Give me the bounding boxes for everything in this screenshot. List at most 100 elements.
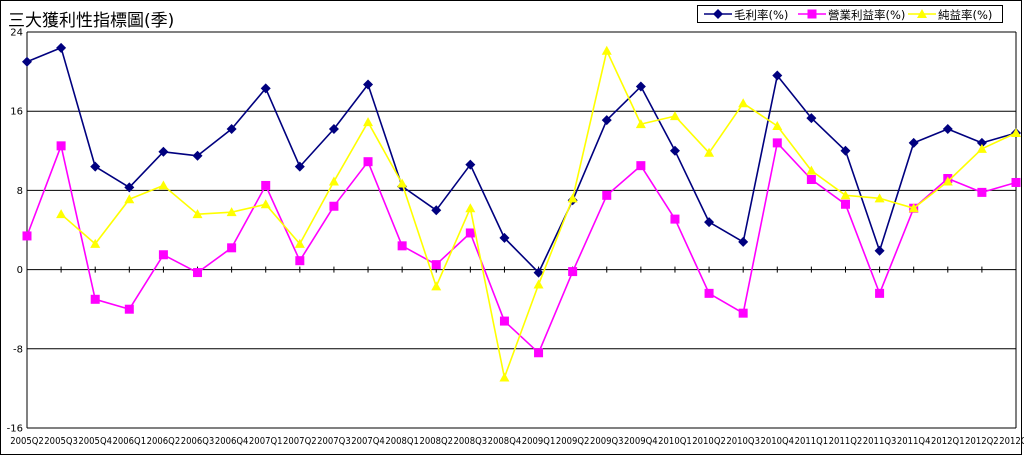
data-point — [738, 98, 749, 108]
data-point — [669, 145, 680, 156]
x-tick-label: 2010Q2 — [692, 436, 726, 447]
data-point — [431, 260, 441, 270]
data-point — [942, 176, 953, 186]
data-point — [294, 238, 305, 248]
data-point — [158, 250, 168, 260]
data-point — [226, 207, 237, 217]
data-point — [56, 42, 67, 53]
data-point — [328, 124, 339, 135]
legend-label: 純益率(%) — [938, 8, 993, 22]
data-point — [635, 119, 646, 129]
data-point — [363, 157, 373, 167]
data-point — [328, 176, 339, 186]
data-point — [704, 217, 715, 228]
y-tick-label: 0 — [17, 265, 23, 276]
data-point — [840, 190, 851, 200]
data-point — [465, 203, 476, 213]
series-triangle — [56, 45, 1021, 382]
data-point — [158, 146, 169, 157]
series-line — [26, 47, 1017, 274]
data-point — [465, 159, 476, 170]
x-tick-label: 2009Q2 — [556, 436, 590, 447]
data-point — [499, 232, 510, 243]
data-point — [465, 228, 475, 238]
y-tick-label: 8 — [17, 186, 23, 197]
x-tick-label: 2007Q2 — [283, 436, 317, 447]
data-point — [56, 209, 67, 219]
x-tick-label: 2012Q2 — [965, 436, 999, 447]
data-point — [363, 79, 374, 90]
data-point — [533, 267, 544, 278]
data-point — [772, 138, 782, 148]
data-point — [294, 161, 305, 172]
data-point — [738, 236, 749, 247]
data-point — [534, 348, 544, 358]
x-tick-label: 2012Q1 — [931, 436, 965, 447]
data-point — [875, 288, 885, 298]
data-point — [260, 199, 271, 209]
x-tick-label: 2007Q1 — [249, 436, 283, 447]
data-point — [977, 187, 987, 197]
x-tick-label: 2010Q1 — [658, 436, 692, 447]
data-point — [908, 137, 919, 148]
data-point — [499, 372, 510, 382]
data-point — [669, 111, 680, 121]
data-point — [840, 199, 850, 209]
x-tick-label: 2005Q4 — [78, 436, 112, 447]
data-point — [158, 180, 169, 190]
data-point — [704, 288, 714, 298]
x-tick-label: 2011Q3 — [863, 436, 897, 447]
data-point — [90, 294, 100, 304]
data-point — [499, 316, 509, 326]
data-point — [1011, 127, 1021, 137]
data-point — [363, 117, 374, 127]
x-tick-label: 2008Q1 — [385, 436, 419, 447]
series-line — [60, 50, 1017, 379]
legend: 毛利率(%) 營業利益率(%) 純益率(%) — [697, 5, 1003, 23]
data-point — [635, 81, 646, 92]
y-tick-label: -8 — [13, 344, 23, 355]
x-tick-label: 2006Q1 — [113, 436, 147, 447]
data-point — [90, 161, 101, 172]
data-point — [431, 205, 442, 216]
data-point — [261, 180, 271, 190]
x-tick-label: 2011Q2 — [829, 436, 863, 447]
x-tick-label: 2011Q4 — [897, 436, 931, 447]
data-point — [670, 214, 680, 224]
y-tick-label: 24 — [10, 28, 23, 39]
x-tick-label: 2005Q3 — [44, 436, 78, 447]
data-point — [636, 161, 646, 171]
data-point — [90, 238, 101, 248]
y-tick-label: -16 — [7, 424, 23, 435]
data-point — [840, 145, 851, 156]
data-point — [226, 124, 237, 135]
data-point — [56, 141, 66, 151]
data-point — [431, 281, 442, 291]
data-point — [227, 243, 237, 253]
series-line — [26, 142, 1017, 354]
data-point — [124, 304, 134, 314]
data-point — [193, 268, 203, 278]
data-point — [806, 113, 817, 124]
x-tick-label: 2008Q2 — [419, 436, 453, 447]
x-tick-label: 2010Q4 — [760, 436, 794, 447]
data-point — [601, 45, 612, 55]
data-point — [260, 83, 271, 94]
data-point — [22, 56, 32, 67]
x-tick-label: 2007Q4 — [351, 436, 385, 447]
chart-title: 三大獲利性指標圖(季) — [8, 11, 175, 31]
data-point — [295, 256, 305, 266]
x-tick-label: 2012Q3 — [999, 436, 1024, 447]
x-tick-label: 2006Q4 — [215, 436, 249, 447]
x-tick-label: 2007Q3 — [317, 436, 351, 447]
data-point — [806, 175, 816, 185]
x-tick-label: 2008Q4 — [488, 436, 522, 447]
data-point — [1011, 177, 1021, 187]
legend-triangle-icon — [908, 9, 936, 18]
data-point — [772, 70, 783, 81]
y-tick-label: 16 — [10, 107, 23, 118]
x-tick-label: 2005Q2 — [10, 436, 44, 447]
data-point — [124, 182, 135, 193]
data-point — [567, 193, 578, 203]
